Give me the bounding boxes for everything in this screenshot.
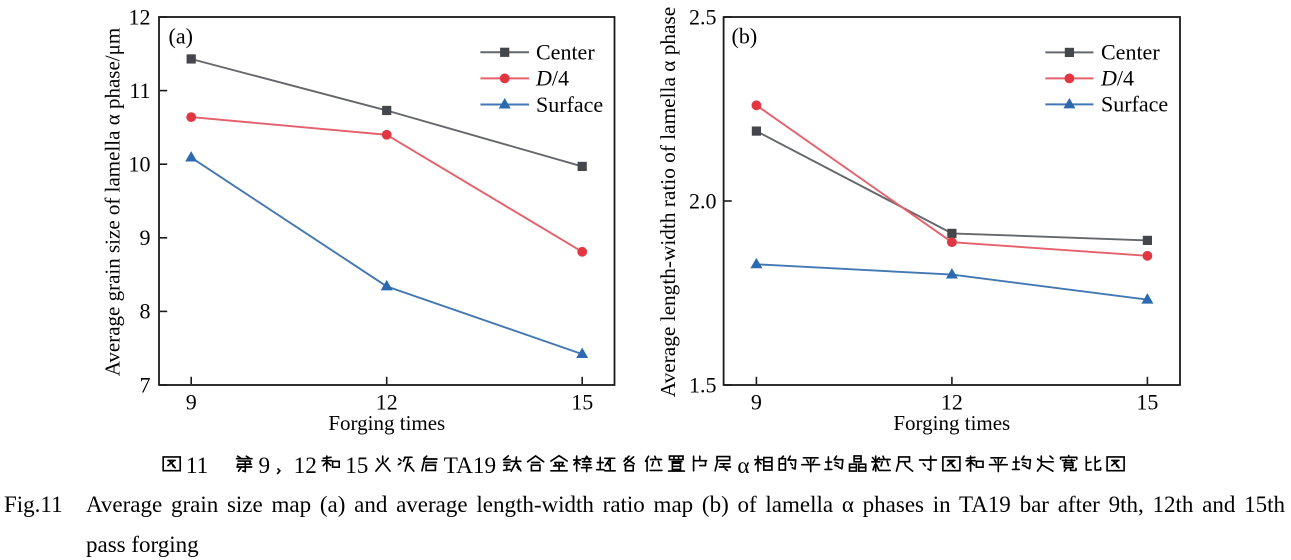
svg-text:α: α <box>737 453 749 479</box>
svg-text:D/4: D/4 <box>1100 66 1134 91</box>
svg-text:9: 9 <box>751 389 762 414</box>
svg-text:Average grain size of lamella: Average grain size of lamella α phase/μm <box>101 28 125 376</box>
svg-text:15: 15 <box>1136 389 1158 414</box>
svg-text:7: 7 <box>140 372 151 397</box>
svg-text:12: 12 <box>941 389 963 414</box>
svg-text:Forging times: Forging times <box>328 411 445 435</box>
svg-text:12: 12 <box>129 4 151 29</box>
svg-text:Surface: Surface <box>536 92 603 117</box>
svg-text:Center: Center <box>1101 40 1160 65</box>
svg-text:TA19: TA19 <box>444 453 496 479</box>
svg-text:9: 9 <box>140 225 151 250</box>
svg-text:11: 11 <box>129 78 150 103</box>
svg-text:Average length-width ratio of: Average length-width ratio of lamella α … <box>656 7 680 397</box>
svg-text:Center: Center <box>536 40 595 65</box>
svg-text:12: 12 <box>294 453 317 479</box>
svg-text:15: 15 <box>345 453 368 479</box>
svg-text:1.5: 1.5 <box>689 372 717 397</box>
svg-text:11: 11 <box>186 453 208 479</box>
svg-text:15: 15 <box>571 389 593 414</box>
svg-text:2.0: 2.0 <box>689 188 717 213</box>
svg-text:9: 9 <box>259 453 271 479</box>
svg-text:Surface: Surface <box>1101 92 1168 117</box>
svg-text:12: 12 <box>376 389 398 414</box>
svg-text:10: 10 <box>129 152 151 177</box>
svg-text:8: 8 <box>140 299 151 324</box>
svg-text:Forging times: Forging times <box>893 411 1010 435</box>
svg-text:(a): (a) <box>169 23 193 48</box>
svg-text:2.5: 2.5 <box>689 4 717 29</box>
svg-text:D/4: D/4 <box>535 66 569 91</box>
svg-text:9: 9 <box>186 389 197 414</box>
svg-text:(b): (b) <box>732 23 758 48</box>
